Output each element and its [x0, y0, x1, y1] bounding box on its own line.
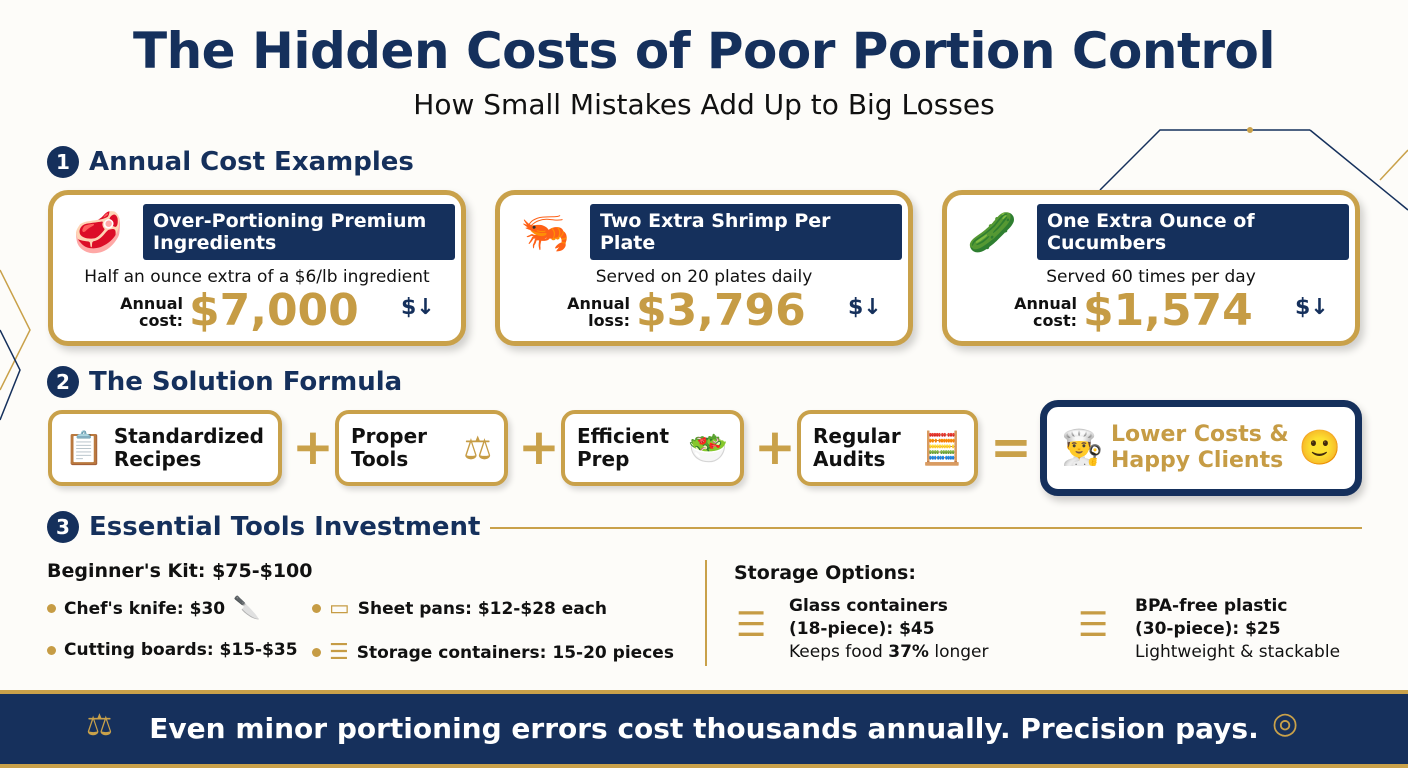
- bullet-icon: [47, 604, 56, 613]
- storage-name: Glass containers: [789, 596, 948, 616]
- divider: [705, 560, 707, 666]
- bullet-icon: [312, 604, 321, 613]
- section-1-heading: 1 Annual Cost Examples: [47, 146, 414, 178]
- card-title: Two Extra Shrimp Per Plate: [590, 204, 902, 260]
- cucumber-icon: 🥒: [967, 210, 1017, 256]
- kit-item: ☰ Storage containers: 15-20 pieces: [312, 640, 674, 665]
- section-number: 3: [47, 511, 79, 543]
- section-number: 1: [47, 146, 79, 178]
- decorative-lines: [1099, 127, 1408, 211]
- storage-note: Lightweight & stackable: [1135, 642, 1341, 662]
- card-label: Annual loss:: [567, 294, 630, 330]
- page-subtitle: How Small Mistakes Add Up to Big Losses: [413, 88, 995, 121]
- storage-option: Glass containers (18-piece): $45 Keeps f…: [789, 595, 989, 664]
- item-label: Storage containers: 15-20 pieces: [356, 642, 674, 663]
- bullet-icon: [312, 648, 321, 657]
- kit-item: Cutting boards: $15-$35: [47, 640, 298, 660]
- checklist-calculator-icon: 🧮: [922, 429, 962, 467]
- section-number: 2: [47, 366, 79, 398]
- storage-name: BPA-free plastic: [1135, 596, 1288, 616]
- footer-banner: [0, 690, 1408, 768]
- section-3-heading: 3 Essential Tools Investment: [47, 511, 481, 543]
- card-description: Served on 20 plates daily: [595, 267, 813, 287]
- money-bag-down-icon: $↓: [1295, 295, 1329, 320]
- prep-bowl-icon: 🥗: [688, 429, 728, 467]
- card-value: $7,000: [189, 285, 359, 336]
- formula-step: Efficient Prep 🥗: [561, 410, 744, 486]
- formula-step: 📋 Standardized Recipes: [48, 410, 282, 486]
- card-description: Served 60 times per day: [1046, 267, 1256, 287]
- kit-item: ▭ Sheet pans: $12-$28 each: [312, 596, 607, 621]
- plus-sign: +: [518, 418, 560, 476]
- step-label: Proper Tools: [351, 424, 428, 471]
- glass-container-icon: ☰: [736, 605, 767, 645]
- equals-sign: =: [990, 418, 1032, 476]
- decorative-lines-left: [0, 269, 31, 421]
- card-label: Annual cost:: [1014, 294, 1077, 330]
- step-label: Standardized Recipes: [113, 424, 264, 471]
- card-label: Annual cost:: [120, 294, 183, 330]
- item-label: Sheet pans: $12-$28 each: [357, 598, 607, 619]
- section-title: The Solution Formula: [89, 367, 403, 397]
- scale-icon: ⚖: [463, 429, 492, 467]
- chef-icon: 👨‍🍳: [1061, 428, 1104, 468]
- formula-step: Regular Audits 🧮: [797, 410, 978, 486]
- storage-note: Keeps food 37% longer: [789, 642, 989, 662]
- storage-container-icon: ☰: [329, 640, 349, 665]
- card-value: $1,574: [1083, 285, 1253, 336]
- result-label: Lower Costs & Happy Clients: [1111, 422, 1289, 473]
- plus-sign: +: [754, 418, 796, 476]
- knife-icon: 🔪: [233, 596, 261, 621]
- cost-card: 🦐 Two Extra Shrimp Per Plate Served on 2…: [495, 190, 913, 346]
- card-title: Over-Portioning Premium Ingredients: [143, 204, 455, 260]
- money-bag-down-icon: $↓: [401, 295, 435, 320]
- plastic-container-icon: ☰: [1078, 605, 1109, 645]
- cost-card: 🥩 Over-Portioning Premium Ingredients Ha…: [48, 190, 466, 346]
- kit-item: Chef's knife: $30 🔪: [47, 596, 261, 621]
- storage-price: (18-piece): $45: [789, 619, 935, 639]
- item-label: Chef's knife: $30: [64, 598, 226, 619]
- happy-client-icon: 🙂: [1298, 428, 1341, 468]
- storage-price: (30-piece): $25: [1135, 619, 1281, 639]
- section-title: Essential Tools Investment: [89, 512, 481, 542]
- card-description: Half an ounce extra of a $6/lb ingredien…: [84, 267, 430, 287]
- sheet-pan-icon: ▭: [329, 596, 350, 621]
- formula-step: Proper Tools ⚖: [335, 410, 508, 486]
- money-bag-down-icon: $↓: [848, 295, 882, 320]
- section-title: Annual Cost Examples: [89, 147, 414, 177]
- storage-title: Storage Options:: [734, 562, 916, 584]
- recipe-icon: 📋: [64, 429, 104, 467]
- footer-text: Even minor portioning errors cost thousa…: [149, 712, 1259, 745]
- divider: [490, 527, 1362, 529]
- card-title: One Extra Ounce of Cucumbers: [1037, 204, 1349, 260]
- step-label: Efficient Prep: [577, 424, 670, 471]
- formula-result: 👨‍🍳 Lower Costs & Happy Clients 🙂: [1040, 400, 1362, 496]
- kit-title: Beginner's Kit: $75-$100: [47, 560, 313, 582]
- plus-sign: +: [292, 418, 334, 476]
- shrimp-icon: 🦐: [520, 210, 570, 256]
- storage-option: BPA-free plastic (30-piece): $25 Lightwe…: [1135, 595, 1340, 664]
- cost-card: 🥒 One Extra Ounce of Cucumbers Served 60…: [942, 190, 1360, 346]
- coin-stack-icon: ◎: [1272, 706, 1299, 741]
- step-label: Regular Audits: [813, 424, 901, 471]
- item-label: Cutting boards: $15-$35: [64, 640, 298, 660]
- scales-icon: ⚖: [86, 708, 113, 743]
- bullet-icon: [47, 645, 56, 655]
- steak-icon: 🥩: [73, 210, 123, 256]
- card-value: $3,796: [636, 285, 806, 336]
- page-title: The Hidden Costs of Poor Portion Control: [132, 22, 1276, 80]
- section-2-heading: 2 The Solution Formula: [47, 366, 402, 398]
